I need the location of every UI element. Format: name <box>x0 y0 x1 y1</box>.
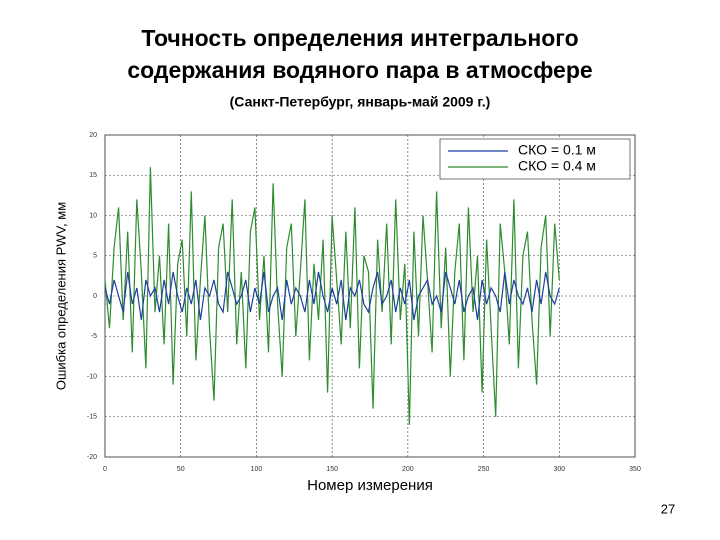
legend-label: СКО = 0.4 м <box>518 158 596 174</box>
x-tick-label: 250 <box>478 466 490 473</box>
y-tick-label: 10 <box>89 212 97 219</box>
y-tick-label: -20 <box>87 454 97 461</box>
title-line: содержания водяного пара в атмосфере <box>127 57 592 83</box>
y-axis-label: Ошибка определения PWV, мм <box>53 202 68 390</box>
y-tick-label: 0 <box>93 293 97 300</box>
page-number: 27 <box>661 501 675 516</box>
y-tick-label: 20 <box>89 132 97 139</box>
x-tick-label: 150 <box>326 466 338 473</box>
x-axis-label: Номер измерения <box>307 477 433 494</box>
x-tick-label: 0 <box>103 466 107 473</box>
x-tick-label: 100 <box>251 466 263 473</box>
legend-label: СКО = 0.1 м <box>518 142 596 158</box>
y-tick-label: -10 <box>87 373 97 380</box>
subtitle: (Санкт-Петербург, январь-май 2009 г.) <box>230 94 491 110</box>
x-tick-label: 350 <box>629 466 641 473</box>
x-tick-label: 200 <box>402 466 414 473</box>
y-tick-label: 15 <box>89 172 97 179</box>
legend-box <box>439 138 631 180</box>
y-tick-label: 5 <box>93 253 97 260</box>
series-line <box>104 167 560 425</box>
x-tick-label: 300 <box>553 466 565 473</box>
y-tick-label: -5 <box>91 333 97 340</box>
y-tick-label: -15 <box>87 414 97 421</box>
title-line: Точность определения интегрального <box>141 25 578 51</box>
x-tick-label: 50 <box>177 466 185 473</box>
series-line <box>104 271 560 321</box>
